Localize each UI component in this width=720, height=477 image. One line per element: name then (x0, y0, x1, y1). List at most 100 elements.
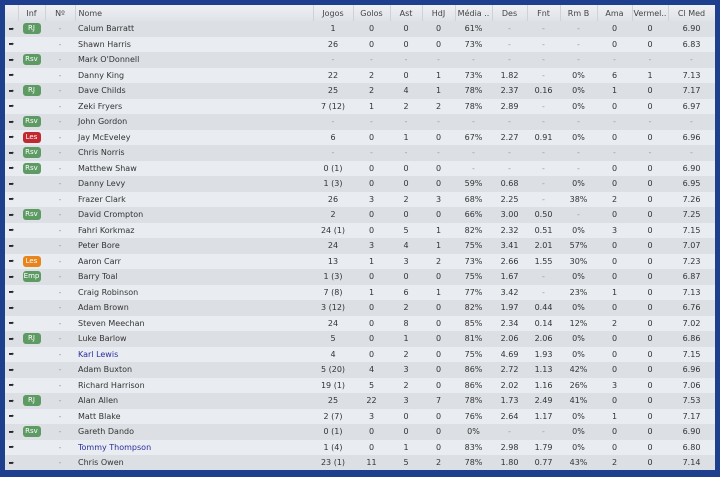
player-name[interactable]: Danny Levy (75, 176, 313, 192)
player-name[interactable]: Adam Buxton (75, 362, 313, 378)
player-name[interactable]: Chris Norris (75, 145, 313, 161)
row-menu-arrow-icon[interactable]: ➨ (5, 83, 18, 99)
player-name[interactable]: Shawn Harris (75, 36, 313, 52)
player-row[interactable]: ➨ - Adam Brown 3 (12) 0 2 0 82% 1.97 0.44 0% 0 0 6.76 (5, 300, 715, 316)
player-name[interactable]: Frazer Clark (75, 191, 313, 207)
player-row[interactable]: ➨ RJ - Alan Allen 25 22 3 7 78% 1.73 2.49 41% 0 0 7.53 (5, 393, 715, 409)
player-row[interactable]: ➨ - Adam Buxton 5 (20) 4 3 0 86% 2.72 1.13 42% 0 0 6.… (5, 362, 715, 378)
row-menu-arrow-icon[interactable]: ➨ (5, 36, 18, 52)
header-ama[interactable]: Ama (597, 5, 633, 21)
player-row[interactable]: ➨ Rsv - John Gordon - - - - - - - - - - - (5, 114, 715, 130)
player-row[interactable]: ➨ - Craig Robinson 7 (8) 1 6 1 77% 3.42-23% 1 0 7.1… (5, 284, 715, 300)
player-name[interactable]: Calum Barratt (75, 21, 313, 37)
row-menu-arrow-icon[interactable]: ➨ (5, 21, 18, 37)
status-badge[interactable]: RJ (22, 85, 41, 97)
row-menu-arrow-icon[interactable]: ➨ (5, 424, 18, 440)
player-row[interactable]: ➨ - Fahri Korkmaz 24 (1) 0 5 1 82% 2.32 0.51 0% 3 0 7… (5, 222, 715, 238)
player-row[interactable]: ➨ - Shawn Harris 26 0 0 0 73% - - -0 0 6.83 (5, 36, 715, 52)
player-name[interactable]: Dave Childs (75, 83, 313, 99)
status-badge[interactable]: Rsv (22, 54, 41, 66)
player-row[interactable]: ➨ - Chris Owen 23 (1) 11 5 2 78% 1.80 0.77 43% 2 0 7.… (5, 455, 715, 470)
player-name[interactable]: John Gordon (75, 114, 313, 130)
player-row[interactable]: ➨ Rsv - David Crompton 2 0 0 0 66% 3.00 0.50-0 0 7.2… (5, 207, 715, 223)
row-menu-arrow-icon[interactable]: ➨ (5, 52, 18, 68)
row-menu-arrow-icon[interactable]: ➨ (5, 346, 18, 362)
header-fnt[interactable]: Fnt (527, 5, 561, 21)
row-menu-arrow-icon[interactable]: ➨ (5, 98, 18, 114)
player-row[interactable]: ➨ Rsv - Mark O'Donnell - - - - - - - - - - - (5, 52, 715, 68)
row-menu-arrow-icon[interactable]: ➨ (5, 238, 18, 254)
player-name[interactable]: Craig Robinson (75, 284, 313, 300)
row-menu-arrow-icon[interactable]: ➨ (5, 455, 18, 470)
row-menu-arrow-icon[interactable]: ➨ (5, 315, 18, 331)
header-rmb[interactable]: Rm B (560, 5, 598, 21)
header-hdj[interactable]: HdJ (422, 5, 456, 21)
player-row[interactable]: ➨ - Tommy Thompson 1 (4) 0 1 0 83% 2.98 1.79 0% 0 0 6… (5, 439, 715, 455)
player-row[interactable]: ➨ RJ - Calum Barratt 1 0 0 0 61% - - -0 0 6.90 (5, 21, 715, 37)
player-name[interactable]: Steven Meechan (75, 315, 313, 331)
player-row[interactable]: ➨ - Steven Meechan 24 0 8 0 85% 2.34 0.14 12% 2 0 7.0… (5, 315, 715, 331)
row-menu-arrow-icon[interactable]: ➨ (5, 377, 18, 393)
row-menu-arrow-icon[interactable]: ➨ (5, 222, 18, 238)
player-name[interactable]: Matthew Shaw (75, 160, 313, 176)
player-name[interactable]: Tommy Thompson (75, 439, 313, 455)
status-badge[interactable]: Rsv (22, 209, 41, 221)
status-badge[interactable]: Les (22, 255, 41, 267)
row-menu-arrow-icon[interactable]: ➨ (5, 331, 18, 347)
player-row[interactable]: ➨ RJ - Luke Barlow 5 0 1 0 81% 2.06 2.06 0% 0 0 6.86 (5, 331, 715, 347)
player-name[interactable]: Mark O'Donnell (75, 52, 313, 68)
player-name[interactable]: Karl Lewis (75, 346, 313, 362)
player-row[interactable]: ➨ - Zeki Fryers 7 (12) 1 2 2 78% 2.89-0% 0 0 6.97 (5, 98, 715, 114)
header-vermel[interactable]: Vermel.. (632, 5, 669, 21)
status-badge[interactable]: Rsv (22, 116, 41, 128)
player-name[interactable]: Barry Toal (75, 269, 313, 285)
row-menu-arrow-icon[interactable]: ➨ (5, 129, 18, 145)
player-row[interactable]: ➨ - Frazer Clark 26 3 2 3 68% 2.25-38% 2 0 7.26 (5, 191, 715, 207)
row-menu-arrow-icon[interactable]: ➨ (5, 207, 18, 223)
player-name[interactable]: Peter Bore (75, 238, 313, 254)
status-badge[interactable]: RJ (22, 395, 41, 407)
player-row[interactable]: ➨ - Karl Lewis 4 0 2 0 75% 4.69 1.93 0% 0 0 7.15 (5, 346, 715, 362)
player-name[interactable]: Alan Allen (75, 393, 313, 409)
row-menu-arrow-icon[interactable]: ➨ (5, 114, 18, 130)
header-num[interactable]: Nº (45, 5, 76, 21)
player-row[interactable]: ➨ Les - Aaron Carr 13 1 3 2 73% 2.66 1.55 30% 0 0 7.23 (5, 253, 715, 269)
status-badge[interactable]: Les (22, 131, 41, 143)
status-badge[interactable]: Rsv (22, 147, 41, 159)
player-name[interactable]: Richard Harrison (75, 377, 313, 393)
header-inf[interactable]: Inf (18, 5, 46, 21)
row-menu-arrow-icon[interactable]: ➨ (5, 284, 18, 300)
player-name[interactable]: Danny King (75, 67, 313, 83)
row-menu-arrow-icon[interactable]: ➨ (5, 191, 18, 207)
player-row[interactable]: ➨ Rsv - Chris Norris - - - - - - - - - - - (5, 145, 715, 161)
player-name[interactable]: Fahri Korkmaz (75, 222, 313, 238)
status-badge[interactable]: Rsv (22, 162, 41, 174)
player-name[interactable]: Matt Blake (75, 408, 313, 424)
row-menu-arrow-icon[interactable]: ➨ (5, 362, 18, 378)
player-row[interactable]: ➨ Rsv - Gareth Dando 0 (1) 0 0 0 0% - -0% 0 0 6.90 (5, 424, 715, 440)
player-row[interactable]: ➨ Les - Jay McEveley 6 0 1 0 67% 2.27 0.91 0% 0 0 6.96 (5, 129, 715, 145)
player-row[interactable]: ➨ - Peter Bore 24 3 4 1 75% 3.41 2.01 57% 0 0 7.07 (5, 238, 715, 254)
header-ast[interactable]: Ast (390, 5, 423, 21)
player-row[interactable]: ➨ Rsv - Matthew Shaw 0 (1) 0 0 0- - - -0 0 6.90 (5, 160, 715, 176)
row-menu-arrow-icon[interactable]: ➨ (5, 176, 18, 192)
player-name[interactable]: Chris Owen (75, 455, 313, 470)
player-row[interactable]: ➨ - Danny King 22 2 0 1 73% 1.82-0% 6 1 7.13 (5, 67, 715, 83)
header-jogos[interactable]: Jogos (313, 5, 354, 21)
row-menu-arrow-icon[interactable]: ➨ (5, 160, 18, 176)
player-name[interactable]: Adam Brown (75, 300, 313, 316)
player-row[interactable]: ➨ - Richard Harrison 19 (1) 5 2 0 86% 2.02 1.16 26… (5, 377, 715, 393)
status-badge[interactable]: RJ (22, 23, 41, 35)
player-name[interactable]: Jay McEveley (75, 129, 313, 145)
row-menu-arrow-icon[interactable]: ➨ (5, 408, 18, 424)
header-clmed[interactable]: Cl Med (668, 5, 715, 21)
header-name[interactable]: Nome (75, 5, 314, 21)
row-menu-arrow-icon[interactable]: ➨ (5, 393, 18, 409)
status-badge[interactable]: RJ (22, 333, 41, 345)
row-menu-arrow-icon[interactable]: ➨ (5, 300, 18, 316)
player-row[interactable]: ➨ - Danny Levy 1 (3) 0 0 0 59% 0.68-0% 0 0 6.95 (5, 176, 715, 192)
player-name[interactable]: Gareth Dando (75, 424, 313, 440)
header-des[interactable]: Des (492, 5, 528, 21)
player-row[interactable]: ➨ Emp - Barry Toal 1 (3) 0 0 0 75% 1.67-0% 0 0 6.87 (5, 269, 715, 285)
status-badge[interactable]: Rsv (22, 426, 41, 438)
